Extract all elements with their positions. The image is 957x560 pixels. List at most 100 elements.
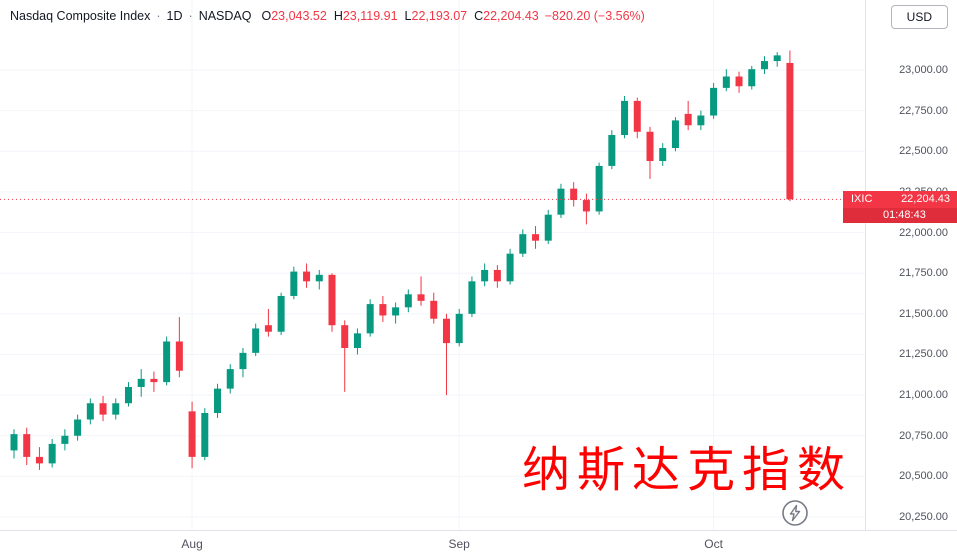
ohlc-values: O23,043.52 H23,119.91 L22,193.07 C22,204… [261,9,538,23]
candle-body [353,333,361,348]
candle [188,401,196,469]
candle [264,308,272,337]
open-letter: O [261,9,272,23]
candle-body [671,120,679,149]
candle-body [532,234,540,241]
currency-usd-button[interactable]: USD [890,5,948,29]
candle [735,71,743,93]
price-axis-label: 21,500.00 [899,307,948,320]
close-value: C22,204.43 [474,9,539,23]
candle [532,226,540,249]
candle-body [264,325,272,332]
candle [252,323,260,357]
candle [519,229,527,257]
candle [48,439,56,468]
candle [175,317,183,378]
candle [341,320,349,392]
candle [353,328,361,355]
candle-body [226,369,234,389]
candle [277,292,285,335]
candle-body [23,434,31,457]
candle-body [417,294,425,301]
candle [506,248,514,285]
change-value: −820.20 (−3.56%) [544,9,645,23]
candle-body [303,271,311,282]
candle-body [659,148,667,162]
candle [290,266,298,300]
watermark-text: 纳斯达克指数 [522,444,853,497]
candle-body [442,318,450,344]
close-letter: C [474,9,484,23]
candle-body [760,61,768,70]
candle [201,408,209,461]
symbol-title[interactable]: Nasdaq Composite Index [10,9,151,23]
price-axis-label: 22,500.00 [899,145,948,158]
candle-body [786,62,794,200]
high-number: 23,119.91 [342,9,398,23]
exchange-label: NASDAQ [198,9,252,23]
open-value: O23,043.52 [261,9,326,23]
candle-body [99,403,107,415]
candle [379,295,387,322]
price-tag-price: 22,204.43 [901,192,950,205]
candle-body [735,76,743,87]
candle [112,398,120,420]
time-axis-label: Aug [181,537,203,551]
price-axis[interactable]: 23,000.0022,750.0022,500.0022,250.0022,0… [865,0,957,530]
candle [659,143,667,166]
candle [748,65,756,90]
candle-body [455,313,463,344]
candle-body [722,76,730,88]
candle-body [748,69,756,87]
candle [786,50,794,202]
candle [684,100,692,131]
candle-body [175,341,183,371]
close-number: 22,204.43 [483,9,539,23]
open-number: 23,043.52 [271,9,327,23]
candle-body [557,188,565,215]
candle [239,347,247,378]
candle [137,369,145,397]
candle-body [595,165,603,212]
candle-body [468,281,476,314]
candle-body [290,271,298,296]
low-value: L22,193.07 [405,9,468,23]
candle [328,273,336,332]
time-axis[interactable]: Aug Sep Oct [0,530,957,560]
candle [710,83,718,119]
symbol-legend: Nasdaq Composite Index · 1D · NASDAQ O23… [10,9,645,23]
candle [214,383,222,418]
candle [442,313,450,396]
candle-body [646,131,654,162]
separator-dot: · [156,9,161,23]
candle-body [633,100,641,132]
candle-body [124,386,132,404]
candle-body [710,87,718,116]
price-axis-label: 21,250.00 [899,348,948,361]
price-axis-label: 20,250.00 [899,511,948,524]
time-axis-label: Oct [704,537,723,551]
candle-body [570,188,578,201]
candle-body [621,100,629,136]
candle-body [252,328,260,353]
candle [392,302,400,324]
candle [150,371,158,392]
price-tag-symbol: IXIC [851,192,873,205]
candle [671,117,679,152]
candle [404,289,412,313]
price-axis-label: 23,000.00 [899,64,948,76]
interval-label[interactable]: 1D [166,9,183,23]
candle [595,162,603,215]
candle [86,398,94,425]
candle [481,263,489,287]
candle-body [544,214,552,241]
lightning-bolt-icon [782,500,808,526]
candle-body [773,55,781,62]
candle-body [430,300,438,319]
candle-body [404,294,412,308]
price-axis-label: 22,000.00 [899,226,948,239]
candle-body [608,135,616,166]
candle-body [328,274,336,326]
